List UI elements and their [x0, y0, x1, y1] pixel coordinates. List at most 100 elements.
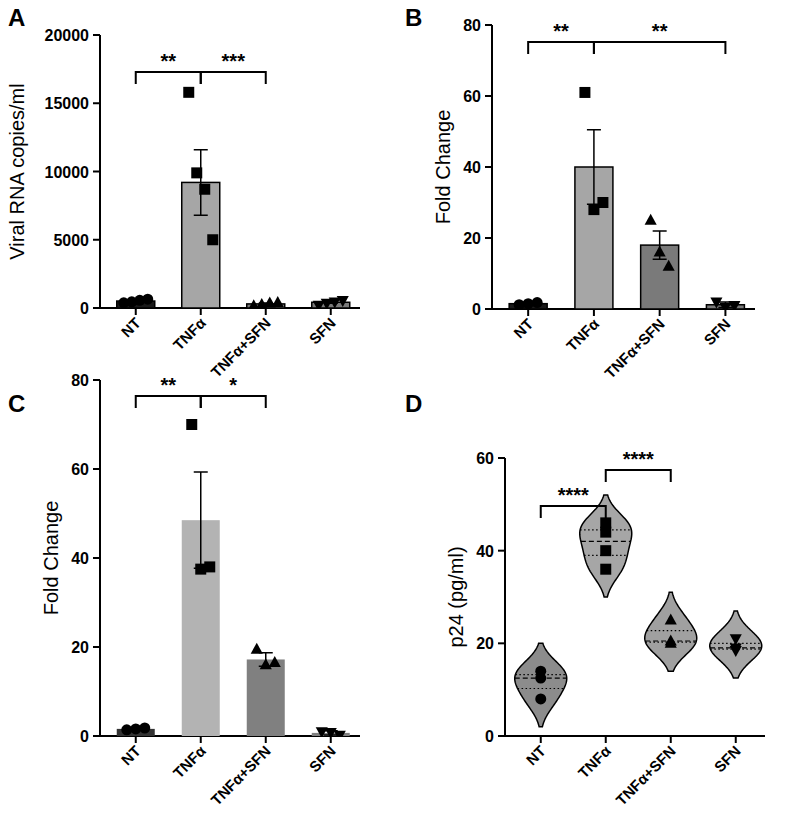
y-tick — [93, 239, 100, 241]
data-point — [663, 260, 675, 271]
significance-label: ****TNFα / TNFα+SFN — [623, 448, 654, 470]
panel-letter: B — [405, 4, 422, 31]
category-label: TNFα — [575, 742, 615, 782]
x-tick — [265, 736, 267, 743]
data-point — [272, 296, 284, 307]
y-tick — [498, 550, 505, 552]
data-point — [535, 673, 546, 684]
category-label: NT — [118, 314, 144, 340]
x-tick — [200, 736, 202, 743]
data-point — [645, 214, 657, 225]
data-point — [183, 87, 194, 98]
data-point — [665, 637, 677, 648]
violin — [710, 611, 762, 678]
x-tick — [265, 308, 267, 315]
y-axis-title: Viral RNA copies/ml — [6, 83, 28, 259]
y-tick — [498, 642, 505, 644]
violin — [645, 592, 697, 671]
y-tick — [485, 237, 492, 239]
y-tick — [93, 307, 100, 309]
y-axis-title: Fold Change — [40, 501, 62, 616]
data-point — [600, 564, 611, 575]
x-tick — [724, 309, 726, 316]
significance-bracket — [201, 72, 266, 84]
y-tick — [93, 34, 100, 36]
data-point — [251, 643, 263, 654]
y-tick — [485, 24, 492, 26]
y-tick-label: 0 — [472, 301, 481, 318]
y-tick-label: 10000 — [45, 164, 90, 181]
panel-letter: D — [405, 390, 422, 417]
y-tick — [93, 735, 100, 737]
category-label: SFN — [711, 742, 744, 775]
y-tick-label: 60 — [476, 450, 494, 467]
y-axis-title: Fold Change — [432, 110, 454, 225]
violin — [515, 643, 567, 726]
significance-label: *TNFα / TNFα+SFN — [229, 374, 237, 396]
y-tick-label: 20 — [463, 230, 481, 247]
data-point — [142, 294, 153, 305]
significance-bracket — [594, 42, 726, 54]
data-point — [665, 614, 677, 625]
x-tick — [735, 736, 737, 743]
y-tick — [93, 102, 100, 104]
x-tick — [540, 736, 542, 743]
y-tick-label: 20000 — [45, 27, 90, 44]
x-tick — [200, 308, 202, 315]
category-label: NT — [118, 742, 144, 768]
y-tick-label: 80 — [71, 372, 89, 389]
significance-label: **NT / TNFα — [160, 374, 176, 396]
y-tick — [93, 468, 100, 470]
data-point — [654, 246, 666, 257]
significance-bracket — [541, 506, 606, 518]
y-tick-label: 0 — [485, 728, 494, 745]
panel: BFold Change020406080NTTNFαTNFα+SFNSFN**… — [405, 4, 755, 382]
y-tick — [93, 171, 100, 173]
y-tick — [485, 95, 492, 97]
y-tick — [485, 166, 492, 168]
significance-label: **NT / TNFα — [160, 50, 176, 72]
marks — [515, 495, 762, 727]
category-label: TNFα+SFN — [207, 742, 274, 809]
x-tick — [527, 309, 529, 316]
violin-quartile — [518, 688, 564, 689]
y-tick-label: 5000 — [53, 232, 89, 249]
y-tick-label: 60 — [71, 461, 89, 478]
x-tick — [605, 736, 607, 743]
data-point — [186, 419, 197, 430]
data-point — [269, 656, 281, 667]
data-point — [532, 297, 543, 308]
data-point — [337, 296, 349, 307]
data-point — [139, 722, 150, 733]
y-tick-label: 80 — [463, 17, 481, 34]
panel-letter: C — [8, 390, 25, 417]
violin-quartile — [647, 630, 695, 631]
error-bar — [194, 472, 208, 568]
data-point — [207, 234, 218, 245]
marks — [117, 87, 350, 308]
data-point — [191, 167, 202, 178]
significance-label: ***TNFα / TNFα+SFN — [222, 50, 246, 72]
panel: CFold Change020406080NTTNFαTNFα+SFNSFN**… — [8, 372, 360, 809]
data-point — [719, 303, 731, 309]
y-tick-label: 60 — [463, 88, 481, 105]
data-point — [600, 527, 611, 538]
y-tick — [93, 557, 100, 559]
x-tick — [659, 309, 661, 316]
category-label: TNFα+SFN — [207, 314, 274, 381]
x-tick — [330, 736, 332, 743]
data-point — [728, 301, 740, 309]
y-tick — [498, 457, 505, 459]
data-point — [204, 561, 215, 572]
y-tick-label: 20 — [476, 635, 494, 652]
category-label: TNFα — [563, 315, 603, 355]
significance-bracket — [606, 470, 671, 482]
marks — [509, 87, 744, 309]
category-label: TNFα+SFN — [601, 315, 668, 382]
significance-label: **TNFα / SFN — [652, 20, 668, 42]
category-label: NT — [510, 315, 536, 341]
data-point — [579, 87, 590, 98]
violin-median — [581, 541, 631, 542]
category-label: SFN — [306, 314, 339, 347]
y-tick-label: 15000 — [45, 95, 90, 112]
